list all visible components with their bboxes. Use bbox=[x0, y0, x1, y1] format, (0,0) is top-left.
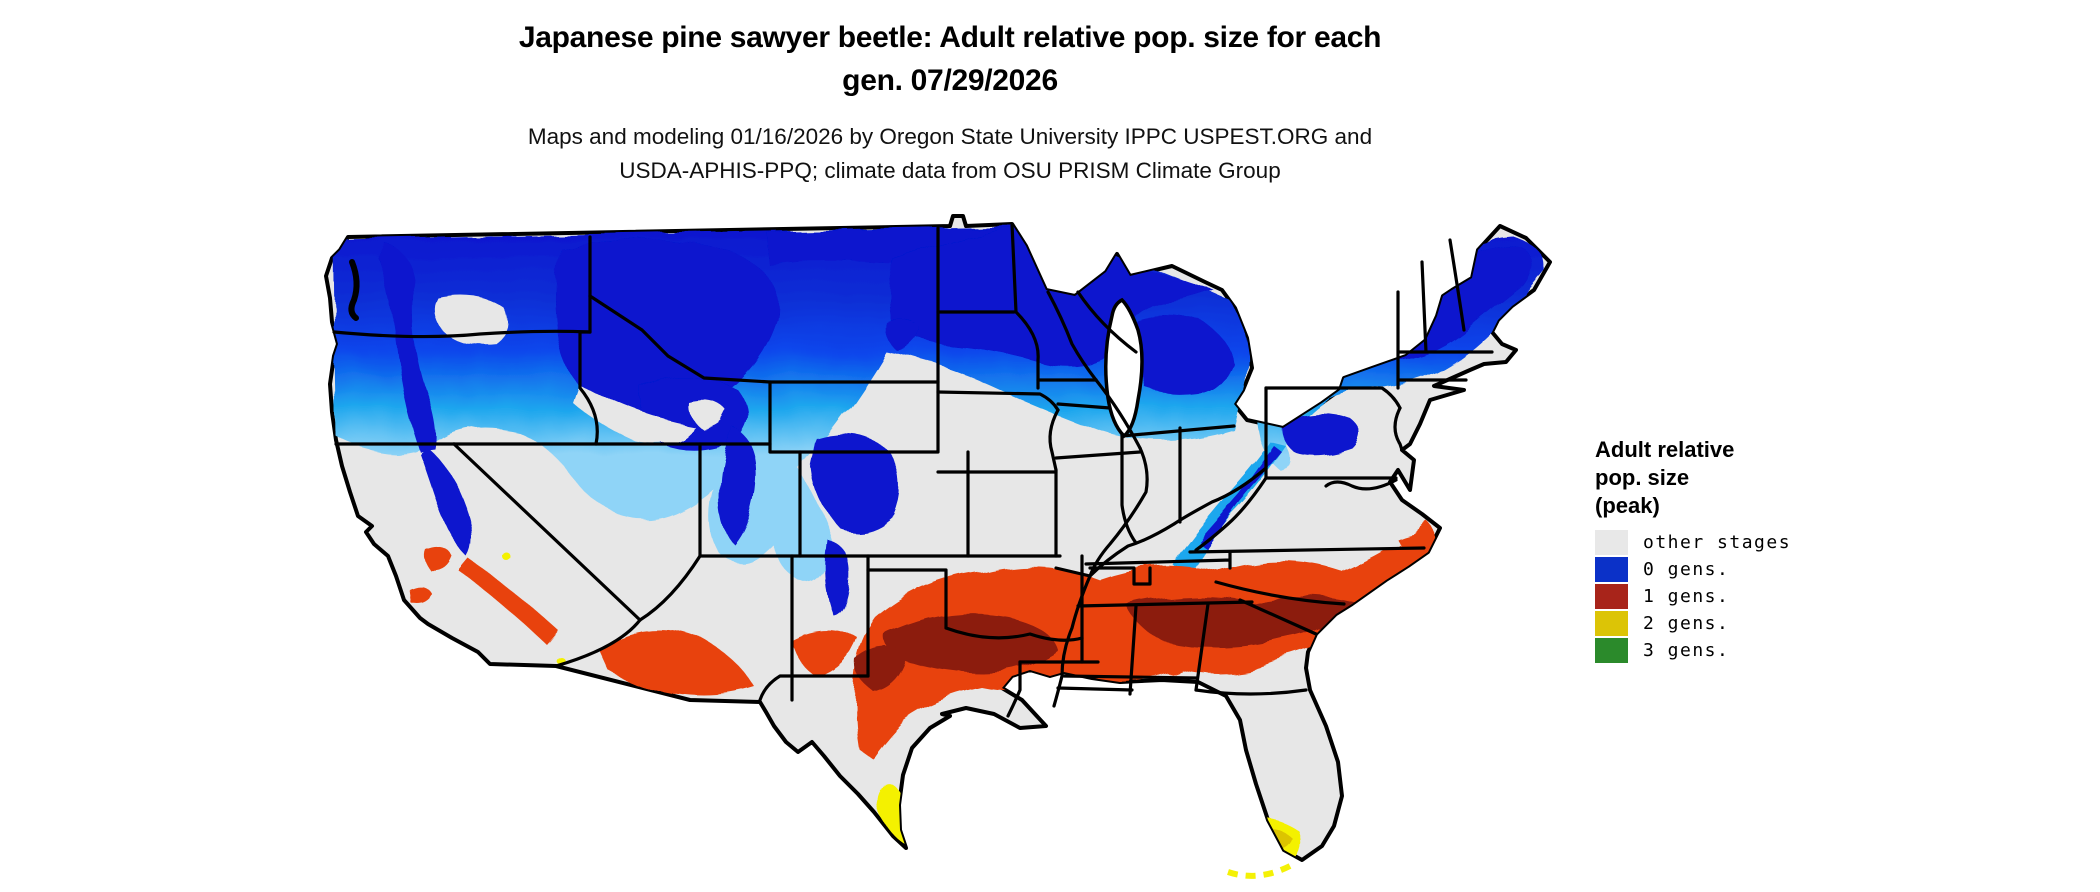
legend-swatch bbox=[1595, 611, 1628, 636]
attribution-subtitle: Maps and modeling 01/16/2026 by Oregon S… bbox=[0, 120, 1900, 188]
legend-title: Adult relative pop. size (peak) bbox=[1595, 436, 1895, 520]
legend-title-line-1: Adult relative bbox=[1595, 437, 1735, 462]
title-line-1: Japanese pine sawyer beetle: Adult relat… bbox=[518, 21, 1382, 54]
legend-item-label: 1 gens. bbox=[1643, 586, 1730, 607]
legend-item-other-stages: other stages bbox=[1595, 529, 1895, 556]
legend-swatch bbox=[1595, 557, 1628, 582]
legend-item-label: 3 gens. bbox=[1643, 640, 1730, 661]
legend-item-2-gens: 2 gens. bbox=[1595, 610, 1895, 637]
page-title: Japanese pine sawyer beetle: Adult relat… bbox=[0, 16, 1900, 102]
legend-swatch bbox=[1595, 638, 1628, 663]
map-zones bbox=[333, 226, 1545, 859]
legend-swatch bbox=[1595, 530, 1628, 555]
legend: Adult relative pop. size (peak) other st… bbox=[1595, 436, 1895, 664]
legend-items: other stages 0 gens. 1 gens. 2 gens. 3 g… bbox=[1595, 529, 1895, 664]
legend-item-label: other stages bbox=[1643, 532, 1792, 553]
legend-item-1-gens: 1 gens. bbox=[1595, 583, 1895, 610]
subtitle-line-2: USDA-APHIS-PPQ; climate data from OSU PR… bbox=[619, 158, 1281, 183]
legend-title-line-3: (peak) bbox=[1595, 493, 1660, 518]
legend-item-0-gens: 0 gens. bbox=[1595, 556, 1895, 583]
legend-item-label: 2 gens. bbox=[1643, 613, 1730, 634]
subtitle-line-1: Maps and modeling 01/16/2026 by Oregon S… bbox=[527, 124, 1373, 149]
florida-keys bbox=[1227, 863, 1292, 879]
state-borders bbox=[332, 222, 1494, 718]
title-line-2: gen. 07/29/2026 bbox=[842, 64, 1058, 97]
legend-item-label: 0 gens. bbox=[1643, 559, 1730, 580]
legend-swatch bbox=[1595, 584, 1628, 609]
legend-item-3-gens: 3 gens. bbox=[1595, 637, 1895, 664]
legend-title-line-2: pop. size bbox=[1595, 465, 1690, 490]
